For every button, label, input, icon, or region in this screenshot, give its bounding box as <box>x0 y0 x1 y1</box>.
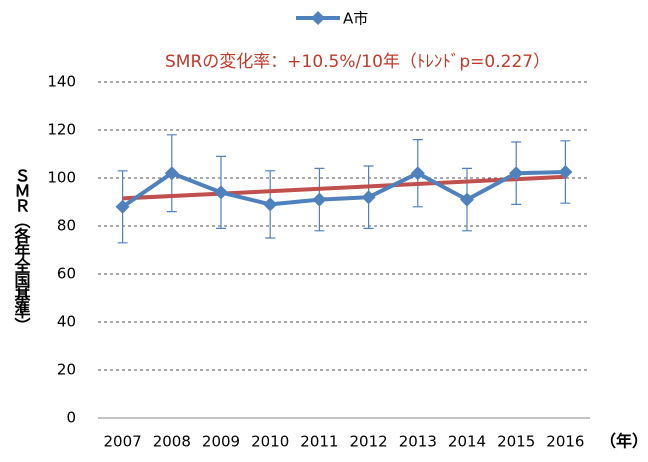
marker <box>361 190 376 205</box>
y-tick-label: 60 <box>57 265 76 283</box>
marker <box>263 197 278 212</box>
legend-marker <box>311 11 325 25</box>
y-tick-label: 140 <box>47 73 76 91</box>
annotation: SMRの変化率：+10.5%/10年（ﾄﾚﾝﾄﾞp=0.227） <box>165 52 550 72</box>
x-tick-label: 2015 <box>497 433 535 451</box>
x-tick-label: 2016 <box>546 433 584 451</box>
marker <box>558 165 573 179</box>
series-line <box>121 170 566 209</box>
x-tick-label: 2013 <box>399 433 437 451</box>
marker <box>214 185 228 200</box>
x-tick-label: 2012 <box>350 433 388 451</box>
marker <box>460 192 474 207</box>
y-tick-label: 0 <box>66 409 76 427</box>
legend-label: A市 <box>343 10 368 28</box>
y-tick-label: 100 <box>47 169 76 187</box>
x-tick-label: 2007 <box>104 433 142 451</box>
marker <box>410 166 425 181</box>
x-tick-label: 2014 <box>448 433 486 451</box>
y-tick-label: 120 <box>47 121 76 139</box>
y-axis-label: ＳＭＲ（各年全国基準） <box>12 168 32 333</box>
x-tick-label: 2008 <box>153 433 191 451</box>
marker <box>312 192 327 207</box>
trend-line <box>122 174 566 201</box>
x-tick-label: 2009 <box>202 433 240 451</box>
y-tick-label: 40 <box>57 313 76 331</box>
marker <box>164 166 179 181</box>
marker <box>509 166 524 181</box>
y-tick-label: 80 <box>57 217 76 235</box>
x-axis-label: （年） <box>600 432 648 451</box>
marker <box>115 199 130 214</box>
x-tick-label: 2011 <box>300 433 338 451</box>
x-tick-label: 2010 <box>251 433 289 451</box>
y-tick-label: 20 <box>57 361 76 379</box>
